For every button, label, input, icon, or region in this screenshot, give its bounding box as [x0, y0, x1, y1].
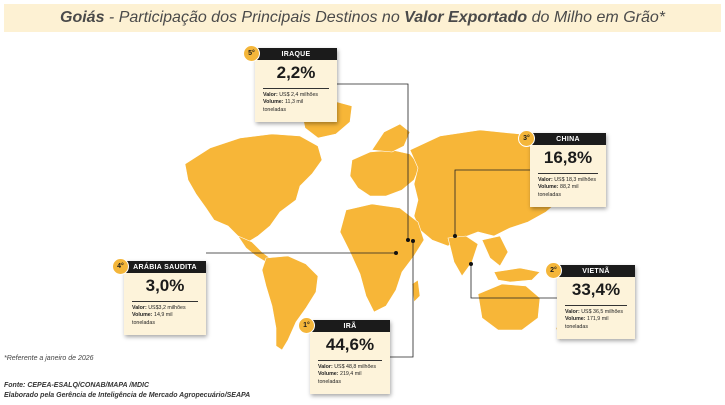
- marker-vietna: [469, 262, 473, 266]
- leader-line-china: [454, 169, 530, 236]
- europe: [349, 149, 421, 197]
- credit-text: Elaborado pela Gerência de Inteligência …: [4, 392, 251, 399]
- india: [447, 235, 479, 277]
- marker-iraque: [406, 238, 410, 242]
- value-label: Valor:: [538, 177, 553, 183]
- card-header: IRÃ: [310, 320, 390, 332]
- card-details: Valor: US$ 18,3 milhões Volume: 88,2 mil…: [538, 177, 596, 199]
- rank-badge: 3°: [518, 130, 535, 147]
- volume-text: 171,9 mil: [587, 316, 609, 323]
- volume-text: 219,4 mil: [340, 371, 362, 378]
- page-title: Goiás - Participação dos Principais Dest…: [4, 4, 721, 32]
- card-arabia-saudita: ARÁBIA SAUDITA 4° 3,0% Valor: US$3,2 mil…: [112, 258, 206, 335]
- leader-line-iraque: [337, 83, 409, 240]
- central-america: [237, 235, 271, 263]
- card-header: VIETNÃ: [557, 265, 635, 277]
- title-region: Goiás: [60, 9, 105, 26]
- title-separator: -: [104, 9, 119, 26]
- card-header: IRAQUE: [255, 48, 337, 60]
- value-label: Valor:: [565, 309, 580, 315]
- rank-badge: 1°: [298, 317, 315, 334]
- value-text: US$ 18,3 milhões: [554, 177, 597, 183]
- unit-text: toneladas: [318, 378, 341, 385]
- footnote: *Referente a janeiro de 2026: [4, 355, 94, 362]
- share-value: 2,2%: [276, 63, 316, 82]
- card-header: ARÁBIA SAUDITA: [124, 261, 206, 273]
- volume-label: Volume:: [565, 316, 586, 323]
- value-label: Valor:: [263, 92, 278, 98]
- southeast-asia: [481, 235, 509, 267]
- unit-text: toneladas: [565, 323, 588, 330]
- share-value: 16,8%: [543, 148, 593, 167]
- source-text: Fonte: CEPEA-ESALQ/CONAB/MAPA /MDIC: [4, 382, 150, 389]
- marker-arabia: [394, 251, 398, 255]
- value-label: Valor:: [318, 364, 333, 370]
- card-details: Valor: US$ 36,5 milhões Volume: 171,9 mi…: [565, 309, 623, 331]
- share-value: 44,6%: [325, 335, 375, 354]
- indonesia: [493, 267, 541, 283]
- divider: [263, 88, 329, 89]
- unit-text: toneladas: [132, 319, 155, 326]
- rank-badge: 2°: [545, 262, 562, 279]
- card-details: Valor: US$3,2 milhões Volume: 14,9 mil t…: [132, 305, 186, 327]
- scandinavia: [371, 123, 411, 153]
- divider: [318, 360, 382, 361]
- volume-label: Volume:: [318, 371, 339, 378]
- rank-badge: 5°: [243, 45, 260, 62]
- volume-label: Volume:: [132, 312, 153, 319]
- leader-line-vietna: [470, 265, 557, 299]
- value-text: US$3,2 milhões: [148, 305, 186, 311]
- africa: [339, 203, 425, 313]
- volume-text: 14,9 mil: [154, 312, 173, 319]
- card-details: Valor: US$ 2,4 milhões Volume: 11,3 mil …: [263, 92, 318, 114]
- volume-label: Volume:: [263, 99, 284, 106]
- volume-text: 88,2 mil: [560, 184, 579, 191]
- south-america: [261, 255, 319, 351]
- share-value: 33,4%: [571, 280, 621, 299]
- australia: [477, 283, 541, 331]
- marker-china: [453, 234, 457, 238]
- card-vietna: VIETNÃ 2° 33,4% Valor: US$ 36,5 milhões …: [545, 262, 635, 339]
- card-iraque: IRAQUE 5° 2,2% Valor: US$ 2,4 milhões Vo…: [243, 45, 337, 122]
- rank-badge: 4°: [112, 258, 129, 275]
- volume-label: Volume:: [538, 184, 559, 191]
- volume-text: 11,3 mil: [285, 99, 304, 106]
- title-bold: Valor Exportado: [404, 9, 528, 26]
- divider: [132, 301, 198, 302]
- title-part1: Participação dos Principais Destinos no: [118, 9, 405, 26]
- value-text: US$ 36,5 milhões: [581, 309, 624, 315]
- divider: [538, 173, 598, 174]
- card-header: CHINA: [530, 133, 606, 145]
- leader-line-ira: [390, 241, 414, 358]
- divider: [565, 305, 627, 306]
- north-america: [184, 133, 323, 243]
- unit-text: toneladas: [263, 106, 286, 113]
- value-label: Valor:: [132, 305, 147, 311]
- value-text: US$ 2,4 milhões: [279, 92, 319, 98]
- share-value: 3,0%: [145, 276, 185, 295]
- value-text: US$ 48,8 milhões: [334, 364, 377, 370]
- card-details: Valor: US$ 48,8 milhões Volume: 219,4 mi…: [318, 364, 376, 386]
- unit-text: toneladas: [538, 191, 561, 198]
- card-china: CHINA 3° 16,8% Valor: US$ 18,3 milhões V…: [518, 130, 606, 207]
- card-ira: IRÃ 1° 44,6% Valor: US$ 48,8 milhões Vol…: [298, 317, 390, 394]
- marker-ira: [411, 239, 415, 243]
- title-part2: do Milho em Grão*: [527, 9, 665, 26]
